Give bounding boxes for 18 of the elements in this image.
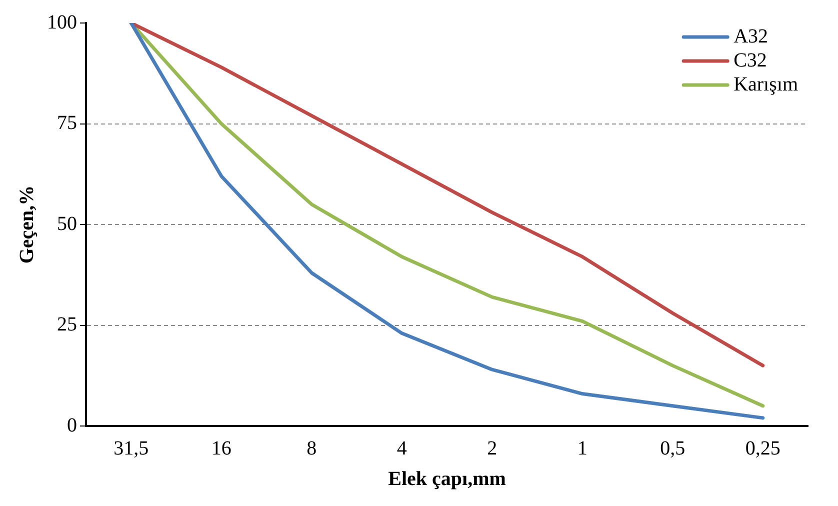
legend-label: Karışım: [734, 73, 798, 96]
y-tick-label: 50: [57, 212, 77, 235]
legend-label: C32: [734, 49, 767, 72]
x-tick-label: 31,5: [114, 437, 149, 460]
x-axis-title: Elek çapı,mm: [388, 468, 506, 490]
x-tick-label: 0,5: [660, 437, 686, 460]
y-tick-label: 25: [57, 314, 77, 336]
legend-label: A32: [734, 25, 768, 48]
y-tick-label: 0: [67, 414, 77, 436]
x-tick-label: 4: [396, 437, 407, 460]
x-tick-label: 8: [306, 437, 317, 460]
x-tick-label: 16: [211, 437, 232, 460]
y-tick-label: 75: [57, 112, 77, 134]
y-axis-title: Geçen,%: [16, 185, 38, 264]
x-tick-label: 0,25: [745, 437, 780, 460]
x-tick-label: 1: [577, 437, 588, 460]
y-tick-label: 100: [47, 11, 77, 34]
x-tick-label: 2: [487, 437, 498, 460]
